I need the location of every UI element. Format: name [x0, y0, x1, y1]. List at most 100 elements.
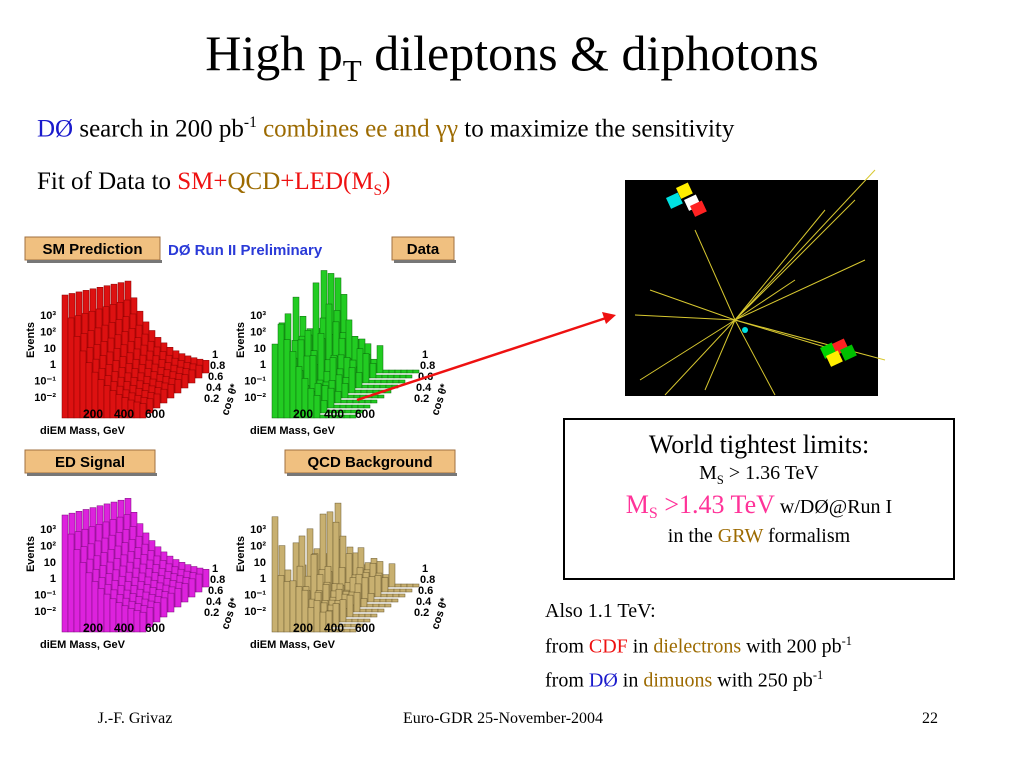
- lego-bar: [377, 394, 385, 399]
- lego-bar: [394, 583, 402, 588]
- text: DØ: [588, 669, 618, 692]
- lego-bar: [341, 383, 349, 399]
- y-tick-label: 10²: [40, 326, 56, 338]
- lego-bar: [386, 593, 394, 598]
- lego-bar: [360, 598, 368, 608]
- lego-bar: [412, 583, 420, 588]
- lego-bar: [366, 389, 374, 394]
- lego-bar: [277, 575, 285, 633]
- lego-bar: [400, 583, 408, 588]
- text: >1.43 TeV: [657, 490, 775, 519]
- lego-bar: [61, 514, 69, 633]
- lego-bar: [385, 598, 393, 603]
- arrow-head: [602, 312, 616, 324]
- y-tick-label: 10: [254, 343, 266, 355]
- text: +LED(M: [280, 168, 374, 195]
- track: [649, 289, 736, 321]
- lego-bar: [344, 409, 352, 414]
- line: from DØ in dimuons with 250 pb-1: [545, 668, 823, 693]
- track: [634, 314, 736, 321]
- y-axis-label: Events: [235, 322, 247, 358]
- y-tick-label: 10³: [40, 524, 56, 536]
- lego-bar: [406, 369, 414, 374]
- lego-bar: [380, 379, 388, 384]
- lego-bar: [356, 409, 364, 414]
- z-axis-label: cos θ*: [429, 596, 451, 631]
- text: S: [648, 505, 658, 522]
- lego-bar: [345, 404, 353, 409]
- title-text: High p: [205, 25, 343, 81]
- track: [639, 319, 736, 381]
- lego-bar: [370, 399, 378, 404]
- y-tick-label: 1: [260, 359, 266, 371]
- text: in the: [667, 525, 718, 547]
- x-tick-label: 600: [355, 621, 375, 635]
- x-tick-label: 600: [145, 621, 165, 635]
- text: -1: [243, 114, 257, 131]
- preliminary-label: DØ Run II Preliminary: [168, 242, 323, 259]
- y-tick-label: 10⁻²: [34, 392, 56, 404]
- lego-bar: [313, 600, 321, 633]
- lego-plot: [271, 502, 420, 633]
- y-tick-label: 1: [50, 359, 56, 371]
- line: Fit of Data to SM+QCD+LED(MS): [37, 168, 391, 200]
- y-tick-label: 10²: [250, 540, 266, 552]
- lego-bar: [373, 598, 381, 603]
- z-tick-label: 1: [422, 563, 428, 575]
- text: S: [373, 182, 383, 199]
- y-tick-label: 1: [260, 573, 266, 585]
- vertex: [742, 327, 748, 333]
- text: dimuons: [643, 669, 713, 692]
- lego-bar: [188, 369, 196, 384]
- lego-bar: [363, 618, 371, 623]
- y-tick-label: 10⁻¹: [34, 590, 56, 602]
- lego-bar: [392, 379, 400, 384]
- y-tick-label: 10⁻¹: [244, 376, 266, 388]
- footer-page: 22: [922, 710, 938, 727]
- z-tick-label: 0.8: [210, 360, 225, 372]
- lego-bar: [320, 400, 328, 414]
- text: w/DØ@Run I: [774, 496, 893, 518]
- lego-bar: [188, 578, 196, 598]
- lego-bar: [398, 593, 406, 598]
- lego-bar: [353, 592, 361, 613]
- lego-bar: [153, 393, 161, 409]
- x-tick-label: 400: [114, 407, 134, 421]
- y-tick-label: 10⁻²: [244, 392, 266, 404]
- lego-bar: [365, 608, 373, 613]
- lego-bar: [103, 593, 111, 633]
- lego-bar: [381, 374, 389, 379]
- text: in: [617, 669, 644, 692]
- text: SM+: [177, 168, 228, 195]
- lego-bar: [384, 603, 392, 608]
- x-tick-label: 200: [83, 621, 103, 635]
- energy-tower: [826, 350, 843, 367]
- lego-bar: [346, 594, 354, 618]
- lego-bar: [67, 317, 75, 419]
- lego-bar: [355, 372, 363, 389]
- lego-bar: [343, 628, 351, 633]
- x-tick-label: 400: [324, 621, 344, 635]
- z-tick-label: 0.2: [204, 607, 219, 619]
- lego-bar: [334, 390, 342, 404]
- z-axis-label: cos θ*: [429, 382, 451, 417]
- line: MS >1.43 TeV w/DØ@Run I: [565, 490, 953, 523]
- lego-bar: [167, 384, 175, 399]
- lego-bar: [340, 399, 348, 404]
- energy-tower: [840, 344, 857, 361]
- y-tick-label: 10⁻²: [34, 606, 56, 618]
- lego-bar: [371, 608, 379, 613]
- lego-bar: [379, 598, 387, 603]
- lego-bar: [181, 374, 189, 389]
- y-tick-label: 10³: [250, 524, 266, 536]
- text: Fit of Data to: [37, 168, 178, 195]
- lego-bar: [388, 369, 396, 374]
- lego-bar: [374, 379, 382, 384]
- x-axis-label: diEM Mass, GeV: [250, 425, 336, 437]
- text: dielectrons: [653, 635, 742, 658]
- lego-bar: [181, 583, 189, 603]
- lego-bar: [379, 384, 387, 389]
- text: with 200 pb: [741, 635, 842, 658]
- energy-tower: [666, 192, 683, 209]
- track: [734, 319, 836, 351]
